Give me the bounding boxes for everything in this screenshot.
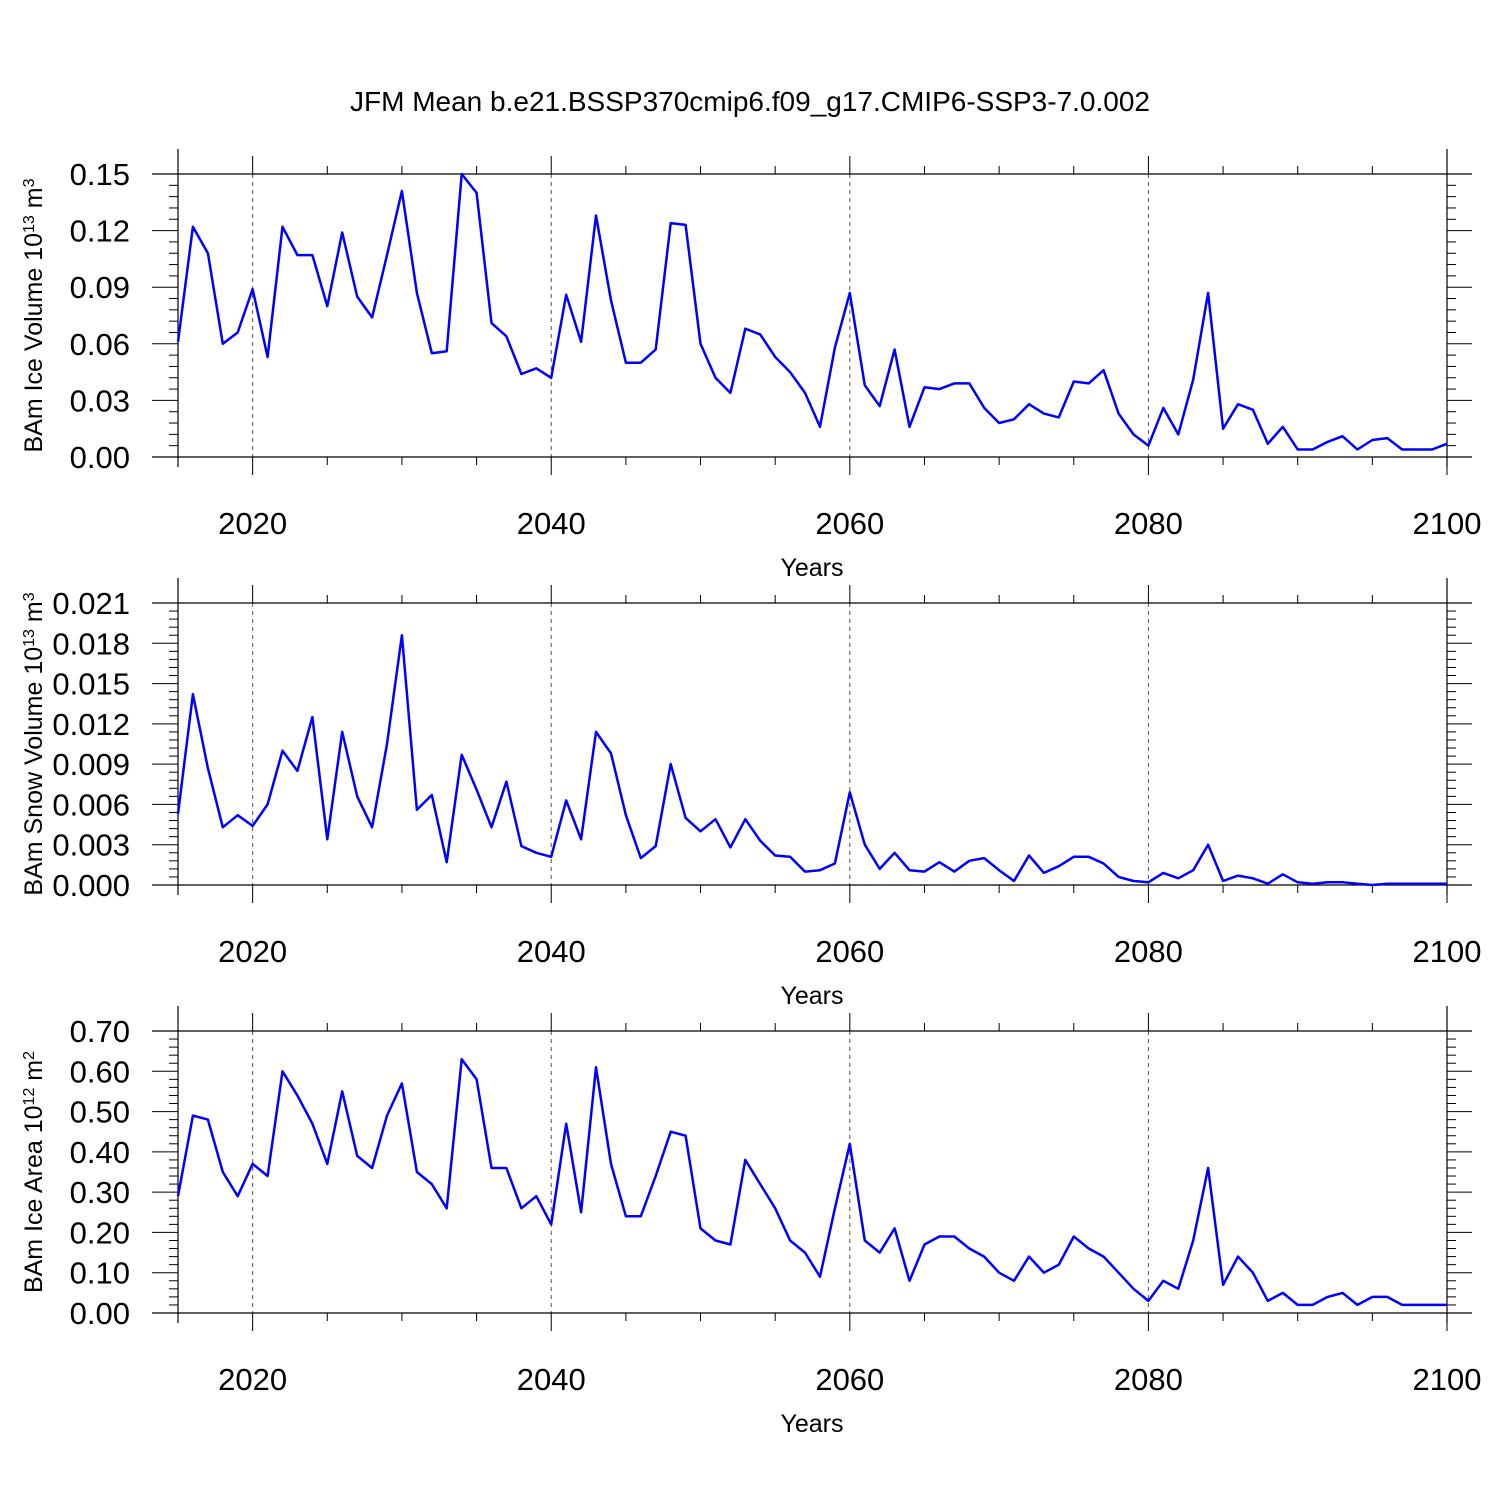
x-tick-label: 2020 — [218, 506, 287, 541]
y-tick-label: 0.70 — [70, 1014, 130, 1049]
y-tick-label: 0.50 — [70, 1095, 130, 1130]
series-line — [176, 1057, 1447, 1307]
x-tick-label: 2020 — [218, 934, 287, 969]
x-tick-label: 2100 — [1413, 1362, 1482, 1397]
x-axis-label: Years — [780, 1410, 843, 1438]
x-tick-label: 2040 — [517, 506, 586, 541]
y-axis-label-exponent: 13 — [21, 215, 38, 233]
y-tick-label: 0.40 — [70, 1135, 130, 1170]
panel-2: 0.000 0.003 0.006 0.009 0.012 0.015 0.018 0.021… — [20, 578, 1481, 1010]
y-axis-label-exponent: 2 — [21, 1051, 38, 1060]
y-axis-label: BAm Ice Volume 1013 m3 — [20, 178, 48, 452]
chart-title: JFM Mean b.e21.BSSP370cmip6.f09_g17.CMIP… — [350, 86, 1150, 117]
x-tick-label: 2080 — [1114, 1362, 1183, 1397]
y-axis-label-part: BAm Snow Volume 10 — [20, 647, 48, 896]
y-tick-label: 0.09 — [70, 270, 130, 305]
y-axis-label-part: m — [20, 601, 48, 629]
y-axis-label: BAm Ice Area 1012 m2 — [20, 1051, 48, 1293]
x-tick-label: 2020 — [218, 1362, 287, 1397]
x-tick-label: 2080 — [1114, 934, 1183, 969]
y-axis-label-part: m — [20, 1060, 48, 1088]
x-tick-label: 2100 — [1413, 934, 1482, 969]
x-axis-label: Years — [780, 982, 843, 1010]
y-tick-label: 0.15 — [70, 157, 130, 192]
y-axis-label-exponent: 3 — [21, 178, 38, 187]
y-axis-label-part: BAm Ice Volume 10 — [20, 233, 48, 453]
y-tick-label: 0.012 — [52, 707, 130, 742]
panel-1: 0.00 0.03 0.06 0.09 0.12 0.15 2020 2040 2060 2080… — [20, 149, 1481, 582]
x-tick-label: 2100 — [1413, 506, 1482, 541]
x-tick-label: 2060 — [815, 934, 884, 969]
series-line — [176, 633, 1447, 887]
y-tick-label: 0.018 — [52, 626, 130, 661]
y-tick-label: 0.009 — [52, 747, 130, 782]
x-tick-label: 2060 — [815, 1362, 884, 1397]
y-tick-label: 0.10 — [70, 1256, 130, 1291]
y-tick-label: 0.021 — [52, 586, 130, 621]
x-tick-label: 2040 — [517, 1362, 586, 1397]
x-tick-label: 2080 — [1114, 506, 1183, 541]
y-tick-label: 0.03 — [70, 383, 130, 418]
y-axis-label-exponent: 13 — [21, 629, 38, 647]
y-tick-label: 0.20 — [70, 1215, 130, 1250]
y-tick-label: 0.003 — [52, 828, 130, 863]
y-tick-label: 0.12 — [70, 214, 130, 249]
y-axis-label-exponent: 3 — [21, 592, 38, 601]
y-tick-label: 0.000 — [52, 868, 130, 903]
x-tick-label: 2040 — [517, 934, 586, 969]
y-tick-label: 0.06 — [70, 327, 130, 362]
y-axis-label: BAm Snow Volume 1013 m3 — [20, 592, 48, 895]
y-tick-label: 0.00 — [70, 1296, 130, 1331]
x-tick-label: 2060 — [815, 506, 884, 541]
y-tick-label: 0.30 — [70, 1175, 130, 1210]
y-axis-label-part: BAm Ice Area 10 — [20, 1105, 48, 1293]
series-line — [176, 172, 1448, 451]
x-axis-label: Years — [780, 554, 843, 582]
y-tick-label: 0.006 — [52, 787, 130, 822]
y-axis-label-exponent: 12 — [21, 1088, 38, 1106]
y-tick-label: 0.015 — [52, 667, 130, 702]
panel-3: 0.00 0.10 0.20 0.30 0.40 0.50 0.60 0.70 2020 2040… — [20, 1006, 1481, 1438]
y-tick-label: 0.00 — [70, 440, 130, 475]
y-tick-label: 0.60 — [70, 1054, 130, 1089]
y-axis-label-part: m — [20, 187, 48, 215]
